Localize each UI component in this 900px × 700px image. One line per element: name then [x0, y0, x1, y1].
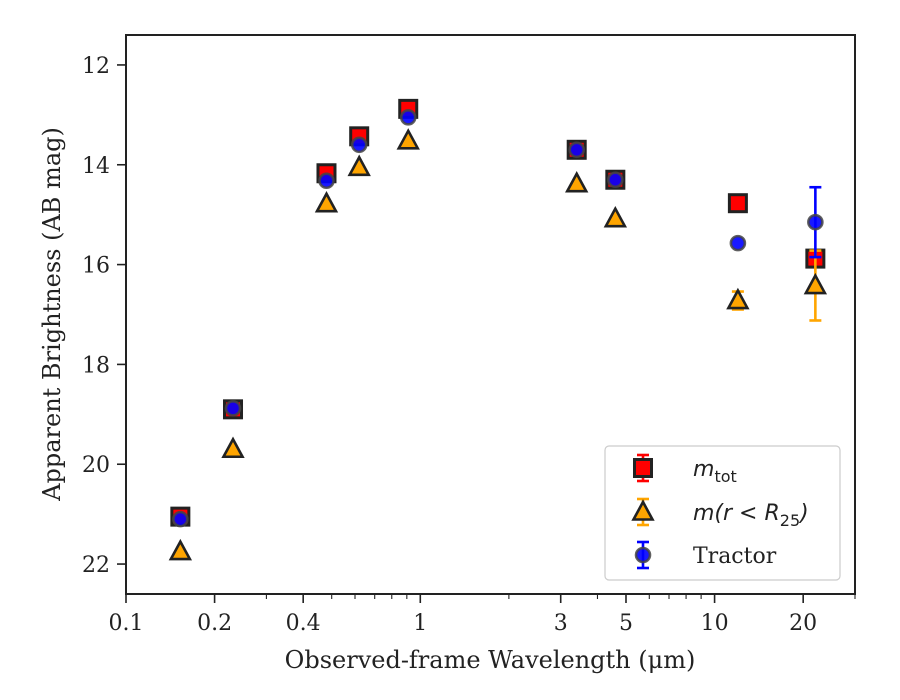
legend-marker-triangle [631, 499, 655, 521]
y-axis-title: Apparent Brightness (AB mag) [38, 127, 66, 502]
data-point-triangle [726, 287, 750, 310]
data-point-triangle [221, 436, 245, 459]
legend-label: Tractor [693, 544, 777, 569]
x-tick-label: 10 [701, 611, 729, 636]
data-point-triangle [347, 154, 371, 177]
y-tick-label: 16 [82, 254, 110, 279]
x-tick-label: 3 [554, 611, 568, 636]
legend-label: m(r < R25) [693, 501, 809, 530]
data-point-circle [172, 510, 189, 528]
legend-label-main: m [693, 457, 714, 482]
marks-layer [168, 98, 828, 561]
legend-marker-square [633, 458, 653, 478]
y-tick-label: 14 [82, 154, 110, 179]
x-tick-label: 0.4 [286, 611, 321, 636]
x-tick-label: 20 [789, 611, 817, 636]
ticks-layer: 0.1 0.2 0.4 1 3 5 10 20 12 14 16 18 20 22 [82, 54, 856, 636]
plot-frame [125, 34, 856, 595]
y-tick-label: 12 [82, 54, 110, 79]
data-point-circle [318, 172, 335, 190]
x-tick-label: 0.1 [109, 611, 144, 636]
data-point-triangle [803, 272, 828, 295]
legend-label: mtot [693, 457, 737, 486]
legend-label-tail: ) [798, 501, 809, 526]
legend-box [604, 445, 841, 581]
legend-label-main: Tractor [693, 544, 777, 569]
data-point-square [727, 193, 748, 214]
y-tick-label: 20 [82, 453, 110, 478]
data-point-circle [607, 171, 624, 189]
legend-label-subscript: tot [714, 467, 736, 486]
data-point-circle [399, 109, 417, 126]
legend-label-main: m(r < R [693, 501, 780, 526]
data-point-circle [568, 141, 586, 159]
x-tick-label: 1 [413, 611, 427, 636]
y-tick-label: 22 [82, 553, 110, 578]
x-tick-label: 0.2 [197, 611, 232, 636]
data-point-circle [729, 234, 747, 252]
data-point-triangle [314, 190, 339, 213]
x-axis-title: Observed-frame Wavelength (μm) [285, 646, 696, 674]
legend-label-subscript: 25 [780, 511, 800, 530]
x-tick-label: 5 [619, 611, 633, 636]
data-point-triangle [603, 205, 628, 228]
data-point-circle [807, 213, 824, 231]
legend-marker-circle [634, 546, 652, 564]
data-point-circle [350, 136, 368, 154]
series-triangle [168, 128, 828, 561]
data-point-triangle [168, 538, 193, 561]
data-point-triangle [565, 171, 589, 193]
y-tick-label: 18 [82, 353, 110, 378]
series-circle [172, 109, 824, 528]
data-point-triangle [396, 128, 420, 150]
legend: mtot m(r < R25) Tractor [604, 445, 841, 581]
legend-entries: mtot m(r < R25) Tractor [631, 453, 809, 570]
data-point-circle [224, 400, 242, 417]
